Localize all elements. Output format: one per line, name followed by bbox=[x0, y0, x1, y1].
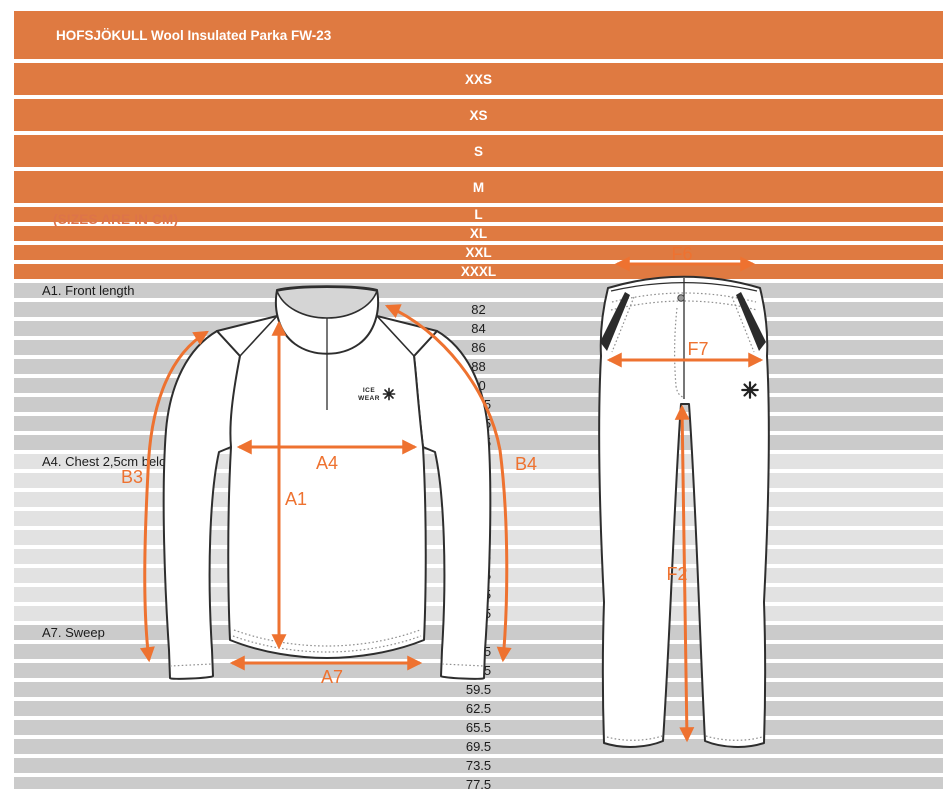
size-value-cell: 73.5 bbox=[14, 758, 943, 773]
size-col-header-m: M bbox=[14, 171, 943, 203]
size-col-header-l: L bbox=[14, 207, 943, 222]
size-col-header-xl: XL bbox=[14, 226, 943, 241]
measure-label-a4: A4 bbox=[316, 453, 338, 473]
pants-button bbox=[677, 294, 685, 302]
pants-stitch-lines bbox=[606, 292, 763, 741]
logo-text-line1: ICE bbox=[363, 387, 376, 394]
snowflake-icon bbox=[741, 381, 759, 399]
size-col-header-xxs: XXS bbox=[14, 63, 943, 95]
pants-diagram: F6 F7 F2 bbox=[598, 244, 770, 748]
measure-label-b4: B4 bbox=[515, 454, 537, 474]
icewear-logo: ICE WEAR bbox=[358, 387, 396, 402]
measure-label-f7: F7 bbox=[687, 339, 708, 359]
pants-left-pocket bbox=[600, 292, 630, 351]
size-col-header-s: S bbox=[14, 135, 943, 167]
measure-arrow-b4 bbox=[384, 304, 512, 663]
measure-arrow-b3 bbox=[139, 330, 209, 663]
product-title-cell: HOFSJÖKULL Wool Insulated Parka FW-23 bbox=[14, 11, 943, 59]
jacket-diagram: ICE WEAR B3 A4 A1 B4 A7 bbox=[121, 285, 537, 687]
measure-label-a1: A1 bbox=[285, 489, 307, 509]
measure-label-f2: F2 bbox=[666, 564, 687, 584]
size-col-header-xs: XS bbox=[14, 99, 943, 131]
size-value-cell: 77.5 bbox=[14, 777, 943, 789]
jacket-collar-opening bbox=[275, 286, 379, 319]
pants-outline bbox=[598, 275, 770, 748]
measure-label-a7: A7 bbox=[321, 667, 343, 687]
logo-text-line2: WEAR bbox=[358, 395, 380, 402]
measure-arrow-f2 bbox=[674, 404, 695, 743]
pants-right-pocket bbox=[736, 292, 766, 351]
size-col-header-xxl: XXL bbox=[14, 245, 943, 260]
measure-label-b3: B3 bbox=[121, 467, 143, 487]
units-note: (SIZES ARE IN CM) bbox=[53, 212, 179, 227]
snowflake-icon bbox=[382, 387, 396, 401]
measure-label-f6: F6 bbox=[671, 244, 692, 264]
